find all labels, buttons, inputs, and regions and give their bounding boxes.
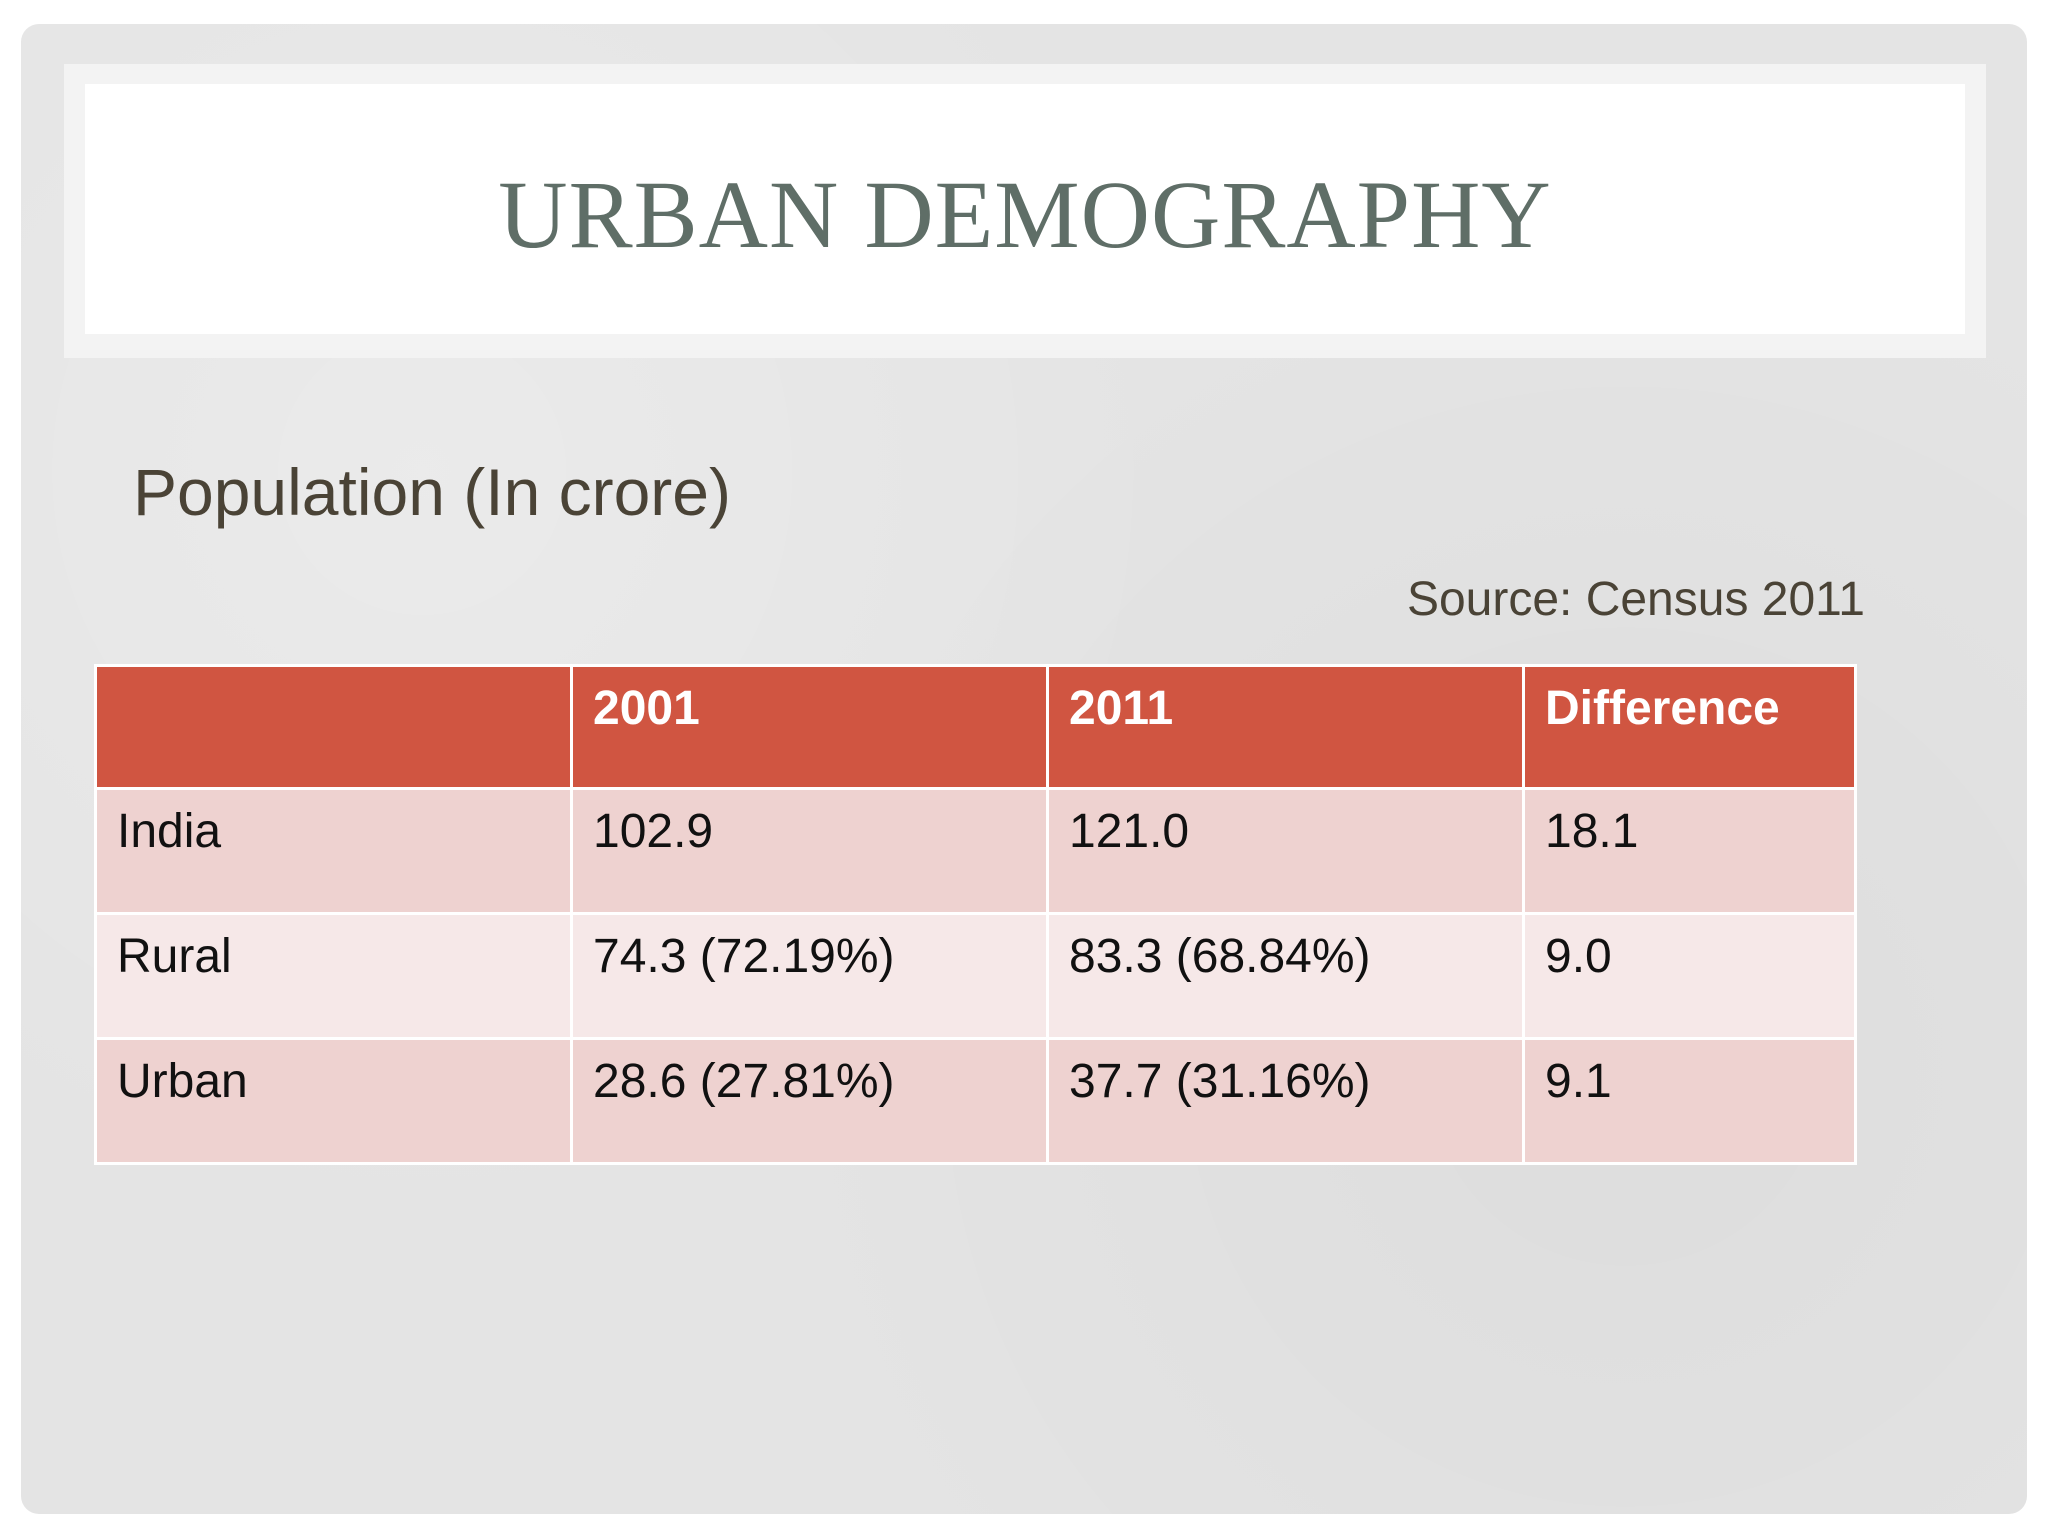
header-cell-empty bbox=[94, 664, 573, 790]
table-row-india: India 102.9 121.0 18.1 bbox=[94, 787, 1857, 915]
slide-title: URBAN DEMOGRAPHY bbox=[498, 160, 1552, 268]
table-row-rural: Rural 74.3 (72.19%) 83.3 (68.84%) 9.0 bbox=[94, 912, 1857, 1040]
header-cell-2001: 2001 bbox=[570, 664, 1049, 790]
title-band: URBAN DEMOGRAPHY bbox=[64, 64, 1986, 358]
header-cell-2011: 2011 bbox=[1046, 664, 1525, 790]
table-cell: 121.0 bbox=[1046, 787, 1525, 915]
slide: URBAN DEMOGRAPHY Population (In crore) S… bbox=[21, 24, 2027, 1514]
table-cell: 74.3 (72.19%) bbox=[570, 912, 1049, 1040]
table-cell: Urban bbox=[94, 1037, 573, 1165]
table-cell: 18.1 bbox=[1522, 787, 1857, 915]
table-cell: 37.7 (31.16%) bbox=[1046, 1037, 1525, 1165]
table-cell: 28.6 (27.81%) bbox=[570, 1037, 1049, 1165]
table-header-row: 2001 2011 Difference bbox=[94, 664, 1857, 790]
title-box: URBAN DEMOGRAPHY bbox=[85, 84, 1965, 334]
population-table: 2001 2011 Difference India 102.9 121.0 1… bbox=[94, 664, 1857, 1165]
source-note: Source: Census 2011 bbox=[1406, 573, 1865, 626]
table-cell: 9.1 bbox=[1522, 1037, 1857, 1165]
table-cell: India bbox=[94, 787, 573, 915]
slide-subtitle: Population (In crore) bbox=[133, 455, 731, 529]
table-cell: 83.3 (68.84%) bbox=[1046, 912, 1525, 1040]
table-row-urban: Urban 28.6 (27.81%) 37.7 (31.16%) 9.1 bbox=[94, 1037, 1857, 1165]
table-cell: 102.9 bbox=[570, 787, 1049, 915]
table-cell: 9.0 bbox=[1522, 912, 1857, 1040]
header-cell-difference: Difference bbox=[1522, 664, 1857, 790]
table-cell: Rural bbox=[94, 912, 573, 1040]
